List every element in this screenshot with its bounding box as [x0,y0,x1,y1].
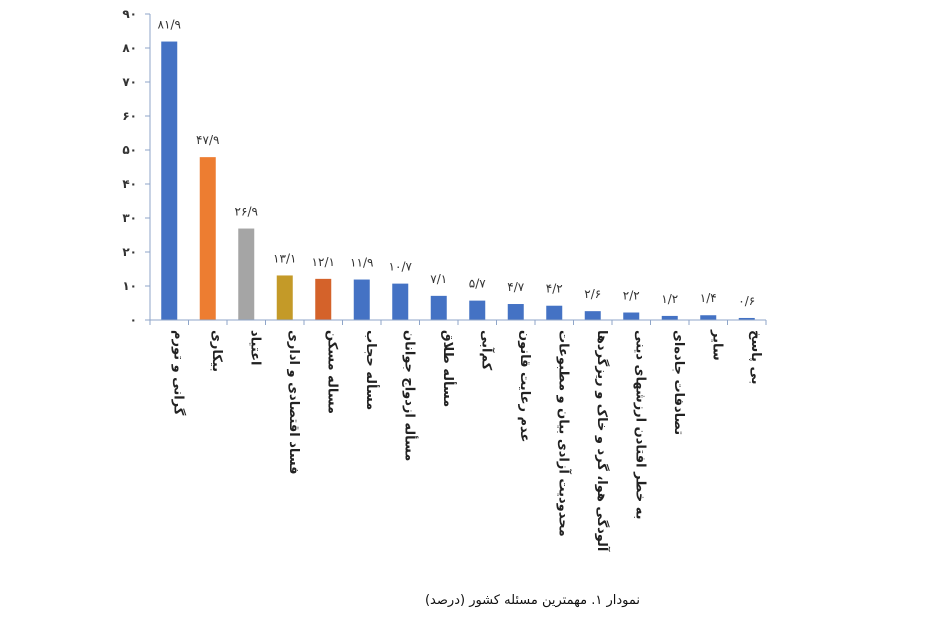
bar-value-label: ۱۱/۹ [350,256,373,270]
bar-value-label: ۲۶/۹ [235,205,258,219]
category-label: عدم رعایت قانون [517,330,532,442]
bar [161,41,178,320]
category-label: تصادفات جاده‌ای [671,330,686,435]
bar-value-label: ۱۰/۷ [389,260,413,274]
x-axis [149,319,767,325]
bar [199,157,216,320]
category-label: بیکاری [209,330,224,372]
bar-value-label: ۵/۷ [469,277,486,291]
category-label: اعتیاد [247,330,262,366]
bar-value-label: ۴/۲ [546,282,563,296]
bar-value-label: ۴/۷ [507,280,524,294]
bar [238,228,255,320]
bar-value-label: ۱/۴ [700,291,717,305]
bar [738,317,755,320]
bar-value-label: ۲/۶ [584,287,601,301]
bar [661,315,678,320]
y-tick-label: ۶۰ [122,109,137,123]
y-tick-label: ۲۰ [122,245,137,259]
bar [700,315,717,320]
category-labels: گرانی و تورم بیکاری اعتیاد فساد اقتصادی و ا… [170,329,763,552]
category-label: فساد اقتصادی و اداری [286,330,301,475]
y-tick-label: ۴۰ [122,177,137,191]
chart-caption-container: نمودار ۱. مهمترین مسئله کشور (درصد) [0,593,935,608]
value-labels: ۸۱/۹ ۴۷/۹ ۲۶/۹ ۱۳/۱ ۱۲/۱ ۱۱/۹ ۱۰/۷ ۷/۱ ۵/۷ ۴/۷ ۴/۲… [158,18,756,308]
y-tick-label: ۰ [130,313,137,327]
category-label: به خطر افتادن ارزشهای دینی [632,330,647,520]
bar [584,311,601,320]
bar-value-label: ۴۷/۹ [196,133,219,147]
bar [469,300,486,320]
y-axis: ۰ ۱۰ ۲۰ ۳۰ ۴۰ ۵۰ ۶۰ ۷۰ ۸۰ ۹۰ [122,7,151,327]
bar-value-label: ۱/۲ [661,292,678,306]
category-label: مسأله طلاق [440,330,457,407]
category-label: محدودیت آزادی بیان و مطبوعات [555,330,572,537]
bar [546,305,563,320]
bar [623,312,640,320]
bar [430,295,447,320]
bar [353,279,370,320]
category-label: گرانی و تورم [170,330,186,416]
bar-value-label: ۲/۲ [623,289,640,303]
bar [507,304,524,320]
category-label: مسأله ازدواج جوانان [401,330,418,461]
y-tick-label: ۹۰ [122,7,137,21]
chart-caption: نمودار ۱. مهمترین مسئله کشور (درصد) [424,593,640,608]
bar [392,283,409,320]
bar-value-label: ۸۱/۹ [158,18,181,32]
bars [161,41,755,320]
bar-value-label: ۱۳/۱ [273,251,296,265]
y-tick-label: ۸۰ [122,41,137,55]
category-label: بی پاسخ [748,330,763,384]
bar [315,278,332,320]
bar-value-label: ۱۲/۱ [312,255,335,269]
category-label: آلودگی هوا، گرد و خاک و ریزگردها [594,330,611,552]
y-tick-label: ۱۰ [122,279,137,293]
category-label: مساله مسکن [324,330,339,414]
bar-value-label: ۷/۱ [430,272,447,286]
y-tick-label: ۵۰ [122,143,137,157]
bar [276,275,293,320]
category-label: سایر [709,329,724,361]
category-label: کم‌آبی [478,330,495,371]
y-tick-label: ۷۰ [122,75,137,89]
y-tick-label: ۳۰ [122,211,137,225]
bar-value-label: ۰/۶ [738,294,755,308]
category-label: مسأله حجاب [363,330,380,410]
